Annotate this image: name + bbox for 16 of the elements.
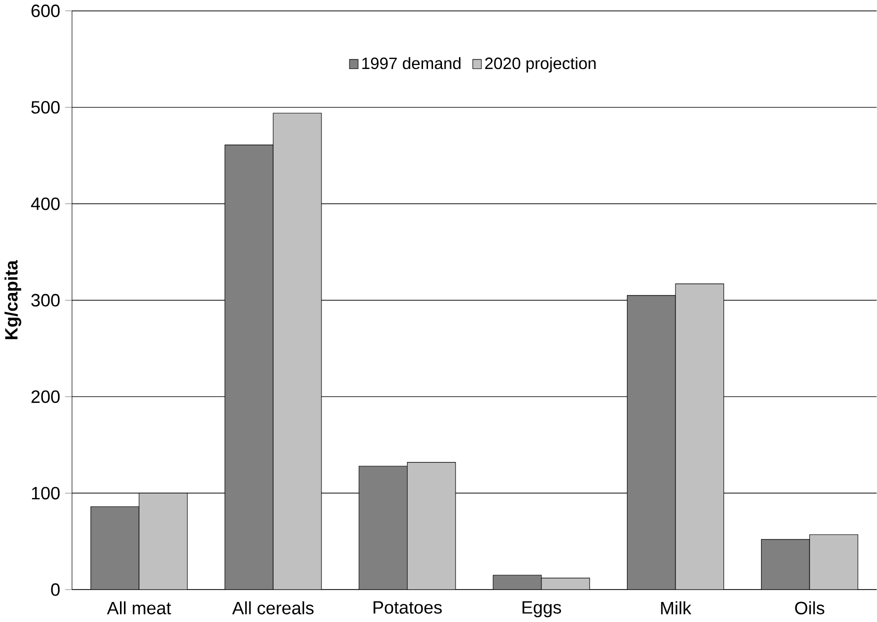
x-tick-label: Eggs	[522, 601, 562, 618]
y-tick-label: 500	[31, 101, 60, 114]
x-tick-label: Oils	[795, 601, 824, 614]
x-tick-label: All cereals	[232, 601, 314, 614]
legend-label: 1997 demand	[362, 57, 460, 70]
x-tick-label: All meat	[106, 601, 172, 614]
y-tick-label: 200	[32, 390, 60, 404]
y-tick-label: 100	[32, 486, 60, 500]
y-tick-label: 300	[31, 294, 60, 307]
y-tick-label: 600	[32, 4, 60, 18]
y-tick-label: 400	[31, 198, 60, 210]
legend-label: 2020 projection	[485, 57, 596, 73]
x-tick-label: Milk	[661, 601, 692, 614]
y-tick-label: 0	[51, 583, 60, 596]
y-axis-title: Kg/capita	[4, 260, 22, 340]
x-tick-label: Potatoes	[374, 601, 442, 614]
